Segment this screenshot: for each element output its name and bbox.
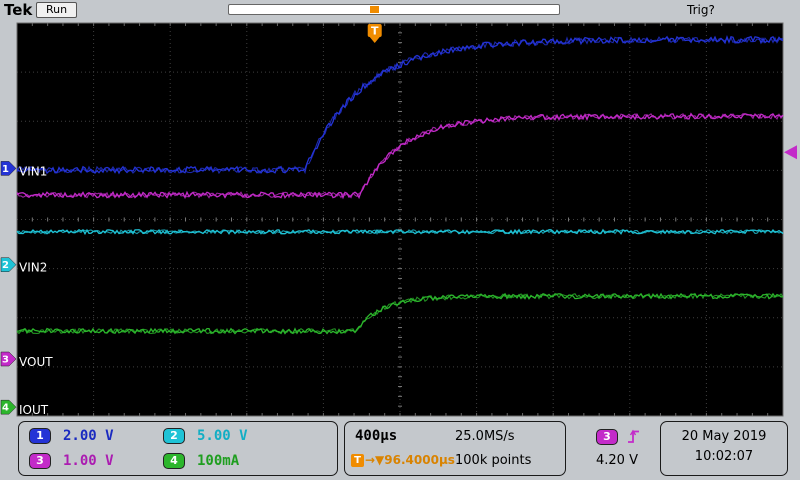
channel-labels: VIN1 VIN2 VOUT IOUT: [19, 164, 53, 417]
acquisition-status: Run: [36, 2, 78, 18]
trigger-readout: 3 4.20 V: [572, 421, 656, 476]
ch2-scale: 5.00 V: [197, 428, 248, 444]
ch1-scale: 2.00 V: [63, 428, 114, 444]
record-length: 100k points: [455, 453, 532, 468]
ch4-scale: 100mA: [197, 453, 240, 469]
rising-edge-icon: [628, 429, 639, 443]
ch2-readout: 2 5.00 V: [163, 428, 248, 444]
ch1-readout: 1 2.00 V: [29, 428, 114, 444]
record-view-bar: [228, 4, 560, 15]
waveform-label-iout: IOUT: [19, 403, 49, 417]
tek-logo: Tek: [4, 1, 33, 19]
waveform-plot: 1 2 3 4 VIN1 VIN2 VOUT IOUT T: [0, 22, 797, 417]
horizontal-readout: 400µs 25.0MS/s T →▼ 96.4000µs 100k point…: [344, 421, 566, 476]
graticule-area: 1 2 3 4 VIN1 VIN2 VOUT IOUT T: [0, 20, 800, 420]
trace-vout: [16, 112, 784, 200]
ch1-badge: 1: [29, 428, 51, 444]
ch1-ground-number: 1: [2, 164, 9, 175]
datetime-box: 20 May 2019 10:02:07: [660, 421, 788, 476]
readout-bar: 1 2.00 V 2 5.00 V 3 1.00 V 4 100mA 400µs…: [0, 420, 800, 480]
ch4-readout: 4 100mA: [163, 453, 239, 469]
ch3-scale: 1.00 V: [63, 453, 114, 469]
ch4-ground-marker-icon: [0, 399, 17, 415]
trigger-source-badge: 3: [596, 429, 618, 445]
ch3-readout: 3 1.00 V: [29, 453, 114, 469]
channel-scale-group: 1 2.00 V 2 5.00 V 3 1.00 V 4 100mA: [18, 421, 338, 476]
trigger-delay-readout: T →▼ 96.4000µs: [351, 453, 455, 467]
waveform-label-vout: VOUT: [19, 355, 53, 369]
trigger-delay-value: 96.4000µs: [384, 453, 455, 467]
ch3-ground-number: 3: [2, 355, 9, 366]
trigger-markers: T: [367, 24, 797, 160]
waveform-label-vin2: VIN2: [19, 261, 47, 275]
ch4-badge: 4: [163, 453, 185, 469]
ch2-ground-number: 2: [2, 260, 9, 271]
status-bar: Tek Run Trig?: [0, 0, 800, 20]
ch3-badge: 3: [29, 453, 51, 469]
trigger-delay-t-icon: T: [351, 453, 364, 467]
trigger-position-flag-icon: [367, 24, 382, 37]
ch4-ground-number: 4: [2, 403, 9, 414]
trigger-level: 4.20 V: [596, 453, 638, 468]
sample-rate: 25.0MS/s: [455, 429, 515, 444]
trigger-status: Trig?: [687, 3, 715, 17]
trace-vin2: [16, 228, 784, 236]
ch2-badge: 2: [163, 428, 185, 444]
trigger-delay-arrow-icon: →▼: [365, 453, 385, 467]
waveform-traces: [16, 34, 784, 335]
trace-vin1: [16, 34, 784, 175]
trigger-position-marker-icon: [370, 6, 380, 13]
ch2-ground-marker-icon: [0, 257, 17, 272]
time-per-division: 400µs: [355, 428, 398, 444]
date-text: 20 May 2019: [681, 429, 767, 444]
trigger-level-arrow-icon: [784, 145, 797, 160]
ch1-ground-marker-icon: [0, 161, 17, 176]
waveform-label-vin1: VIN1: [19, 164, 47, 178]
trace-iout: [16, 292, 784, 335]
ch3-ground-marker-icon: [0, 351, 17, 367]
channel-ground-markers: 1 2 3 4: [0, 161, 17, 415]
svg-text:T: T: [371, 25, 379, 38]
graticule-grid: [16, 22, 784, 417]
time-text: 10:02:07: [694, 449, 754, 464]
